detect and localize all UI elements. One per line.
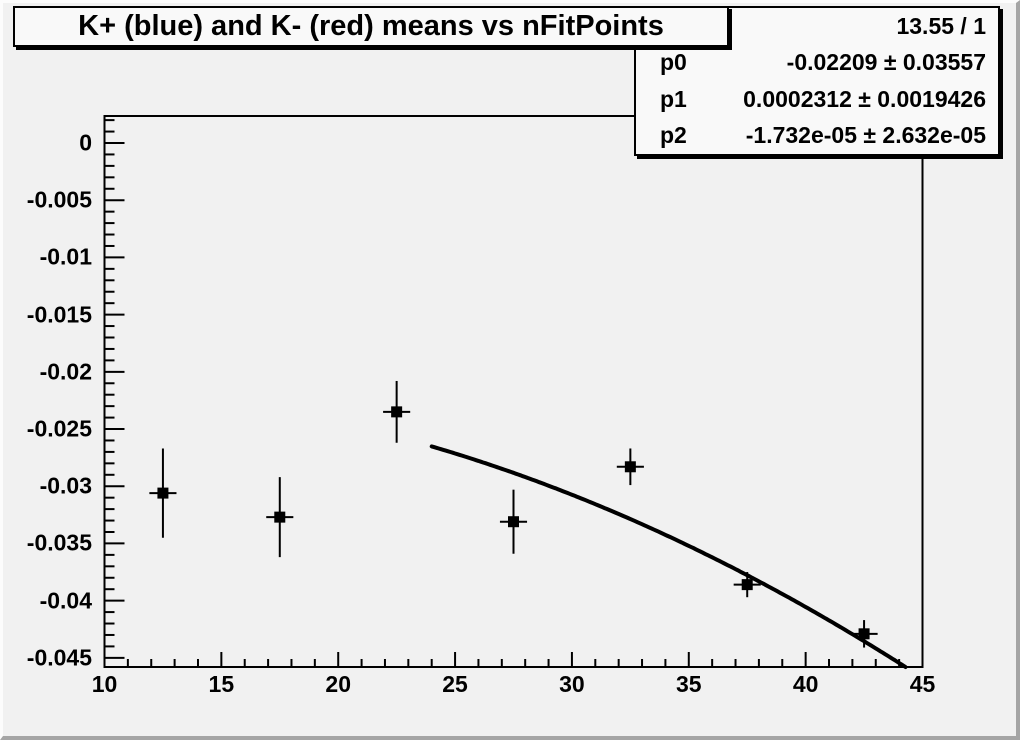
x-tick-label: 15 bbox=[208, 671, 235, 697]
x-tick-label: 10 bbox=[91, 671, 118, 697]
y-tick-label: -0.025 bbox=[26, 415, 92, 442]
data-point-marker bbox=[157, 487, 169, 499]
y-tick-label: -0.045 bbox=[26, 644, 92, 671]
data-point-marker bbox=[508, 516, 519, 528]
stats-box: 13.55 / 1 p0 -0.02209 ± 0.03557 p1 0.000… bbox=[634, 6, 1000, 156]
param-label: p0 bbox=[660, 49, 687, 76]
data-point-marker bbox=[741, 579, 753, 591]
data-point-marker bbox=[274, 511, 286, 523]
y-tick-label: -0.03 bbox=[39, 472, 92, 499]
stats-row-chi2: 13.55 / 1 bbox=[636, 8, 998, 45]
x-tick-label: 20 bbox=[325, 671, 351, 697]
plot-area bbox=[103, 115, 924, 669]
stats-row-p2: p2 -1.732e-05 ± 2.632e-05 bbox=[636, 118, 998, 155]
chi2-value: 13.55 / 1 bbox=[896, 12, 986, 39]
stats-row-p1: p1 0.0002312 ± 0.0019426 bbox=[636, 81, 998, 118]
y-tick-label: -0.005 bbox=[26, 186, 92, 213]
plot-title: K+ (blue) and K- (red) means vs nFitPoin… bbox=[78, 10, 664, 42]
param-value: -0.02209 ± 0.03557 bbox=[786, 49, 986, 76]
x-tick-label: 45 bbox=[909, 671, 936, 697]
y-tick-label: -0.04 bbox=[39, 587, 92, 614]
x-tick-label: 30 bbox=[559, 671, 585, 697]
param-label: p2 bbox=[660, 122, 687, 149]
fit-curve bbox=[429, 444, 908, 669]
y-tick-label: -0.02 bbox=[39, 358, 92, 385]
y-tick-label: -0.035 bbox=[26, 529, 92, 556]
x-tick-label: 35 bbox=[675, 671, 702, 697]
stats-row-p0: p0 -0.02209 ± 0.03557 bbox=[636, 45, 998, 82]
param-value: 0.0002312 ± 0.0019426 bbox=[743, 85, 986, 112]
plot-frame bbox=[103, 115, 924, 668]
data-point-marker bbox=[858, 628, 870, 640]
x-tick-label: 40 bbox=[792, 671, 819, 697]
param-value: -1.732e-05 ± 2.632e-05 bbox=[745, 122, 986, 149]
param-label: p1 bbox=[660, 85, 687, 112]
y-tick-label: 0 bbox=[79, 129, 92, 156]
x-tick-label: 25 bbox=[442, 671, 468, 697]
plot-title-box: K+ (blue) and K- (red) means vs nFitPoin… bbox=[13, 6, 729, 47]
data-point-marker bbox=[391, 406, 403, 418]
y-tick-label: -0.01 bbox=[39, 243, 92, 270]
y-tick-label: -0.015 bbox=[26, 301, 92, 328]
data-point-marker bbox=[624, 461, 636, 473]
